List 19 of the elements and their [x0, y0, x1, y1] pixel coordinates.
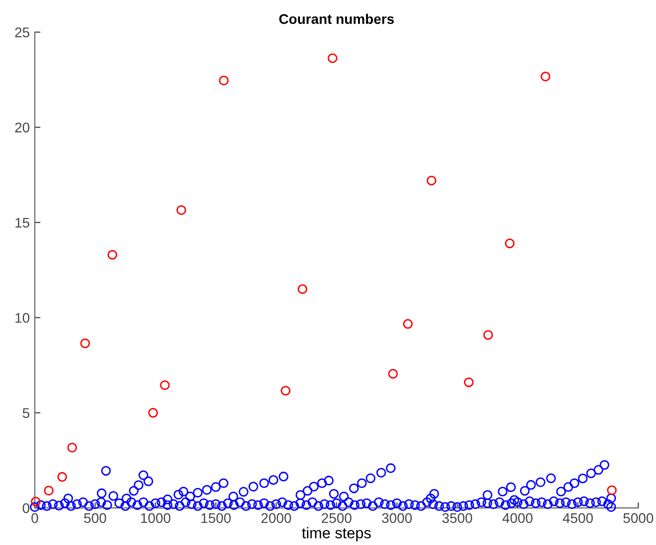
y-tick-label: 10 [16, 312, 30, 323]
y-tick-label: 25 [15, 27, 30, 38]
x-axis-title: time steps [302, 527, 371, 542]
y-tick-label: 20 [15, 122, 30, 132]
y-tick-label: 0 [22, 503, 30, 514]
y-tick-label: 15 [16, 218, 30, 228]
x-tick-label: 500 [84, 513, 106, 524]
x-tick-label: 1000 [141, 513, 170, 524]
x-tick-label: 0 [31, 513, 38, 524]
x-tick-label: 5000 [623, 513, 654, 524]
x-tick-label: 1500 [201, 513, 231, 524]
x-tick-label: 4000 [502, 513, 532, 524]
x-tick-label: 4500 [562, 513, 593, 524]
x-tick-label: 2000 [261, 513, 292, 524]
y-tick-label: 5 [22, 408, 30, 418]
chart-title: Courant numbers [279, 14, 394, 24]
x-tick-label: 2500 [322, 513, 352, 524]
x-tick-label: 3000 [382, 513, 412, 524]
x-tick-label: 3500 [442, 513, 472, 524]
